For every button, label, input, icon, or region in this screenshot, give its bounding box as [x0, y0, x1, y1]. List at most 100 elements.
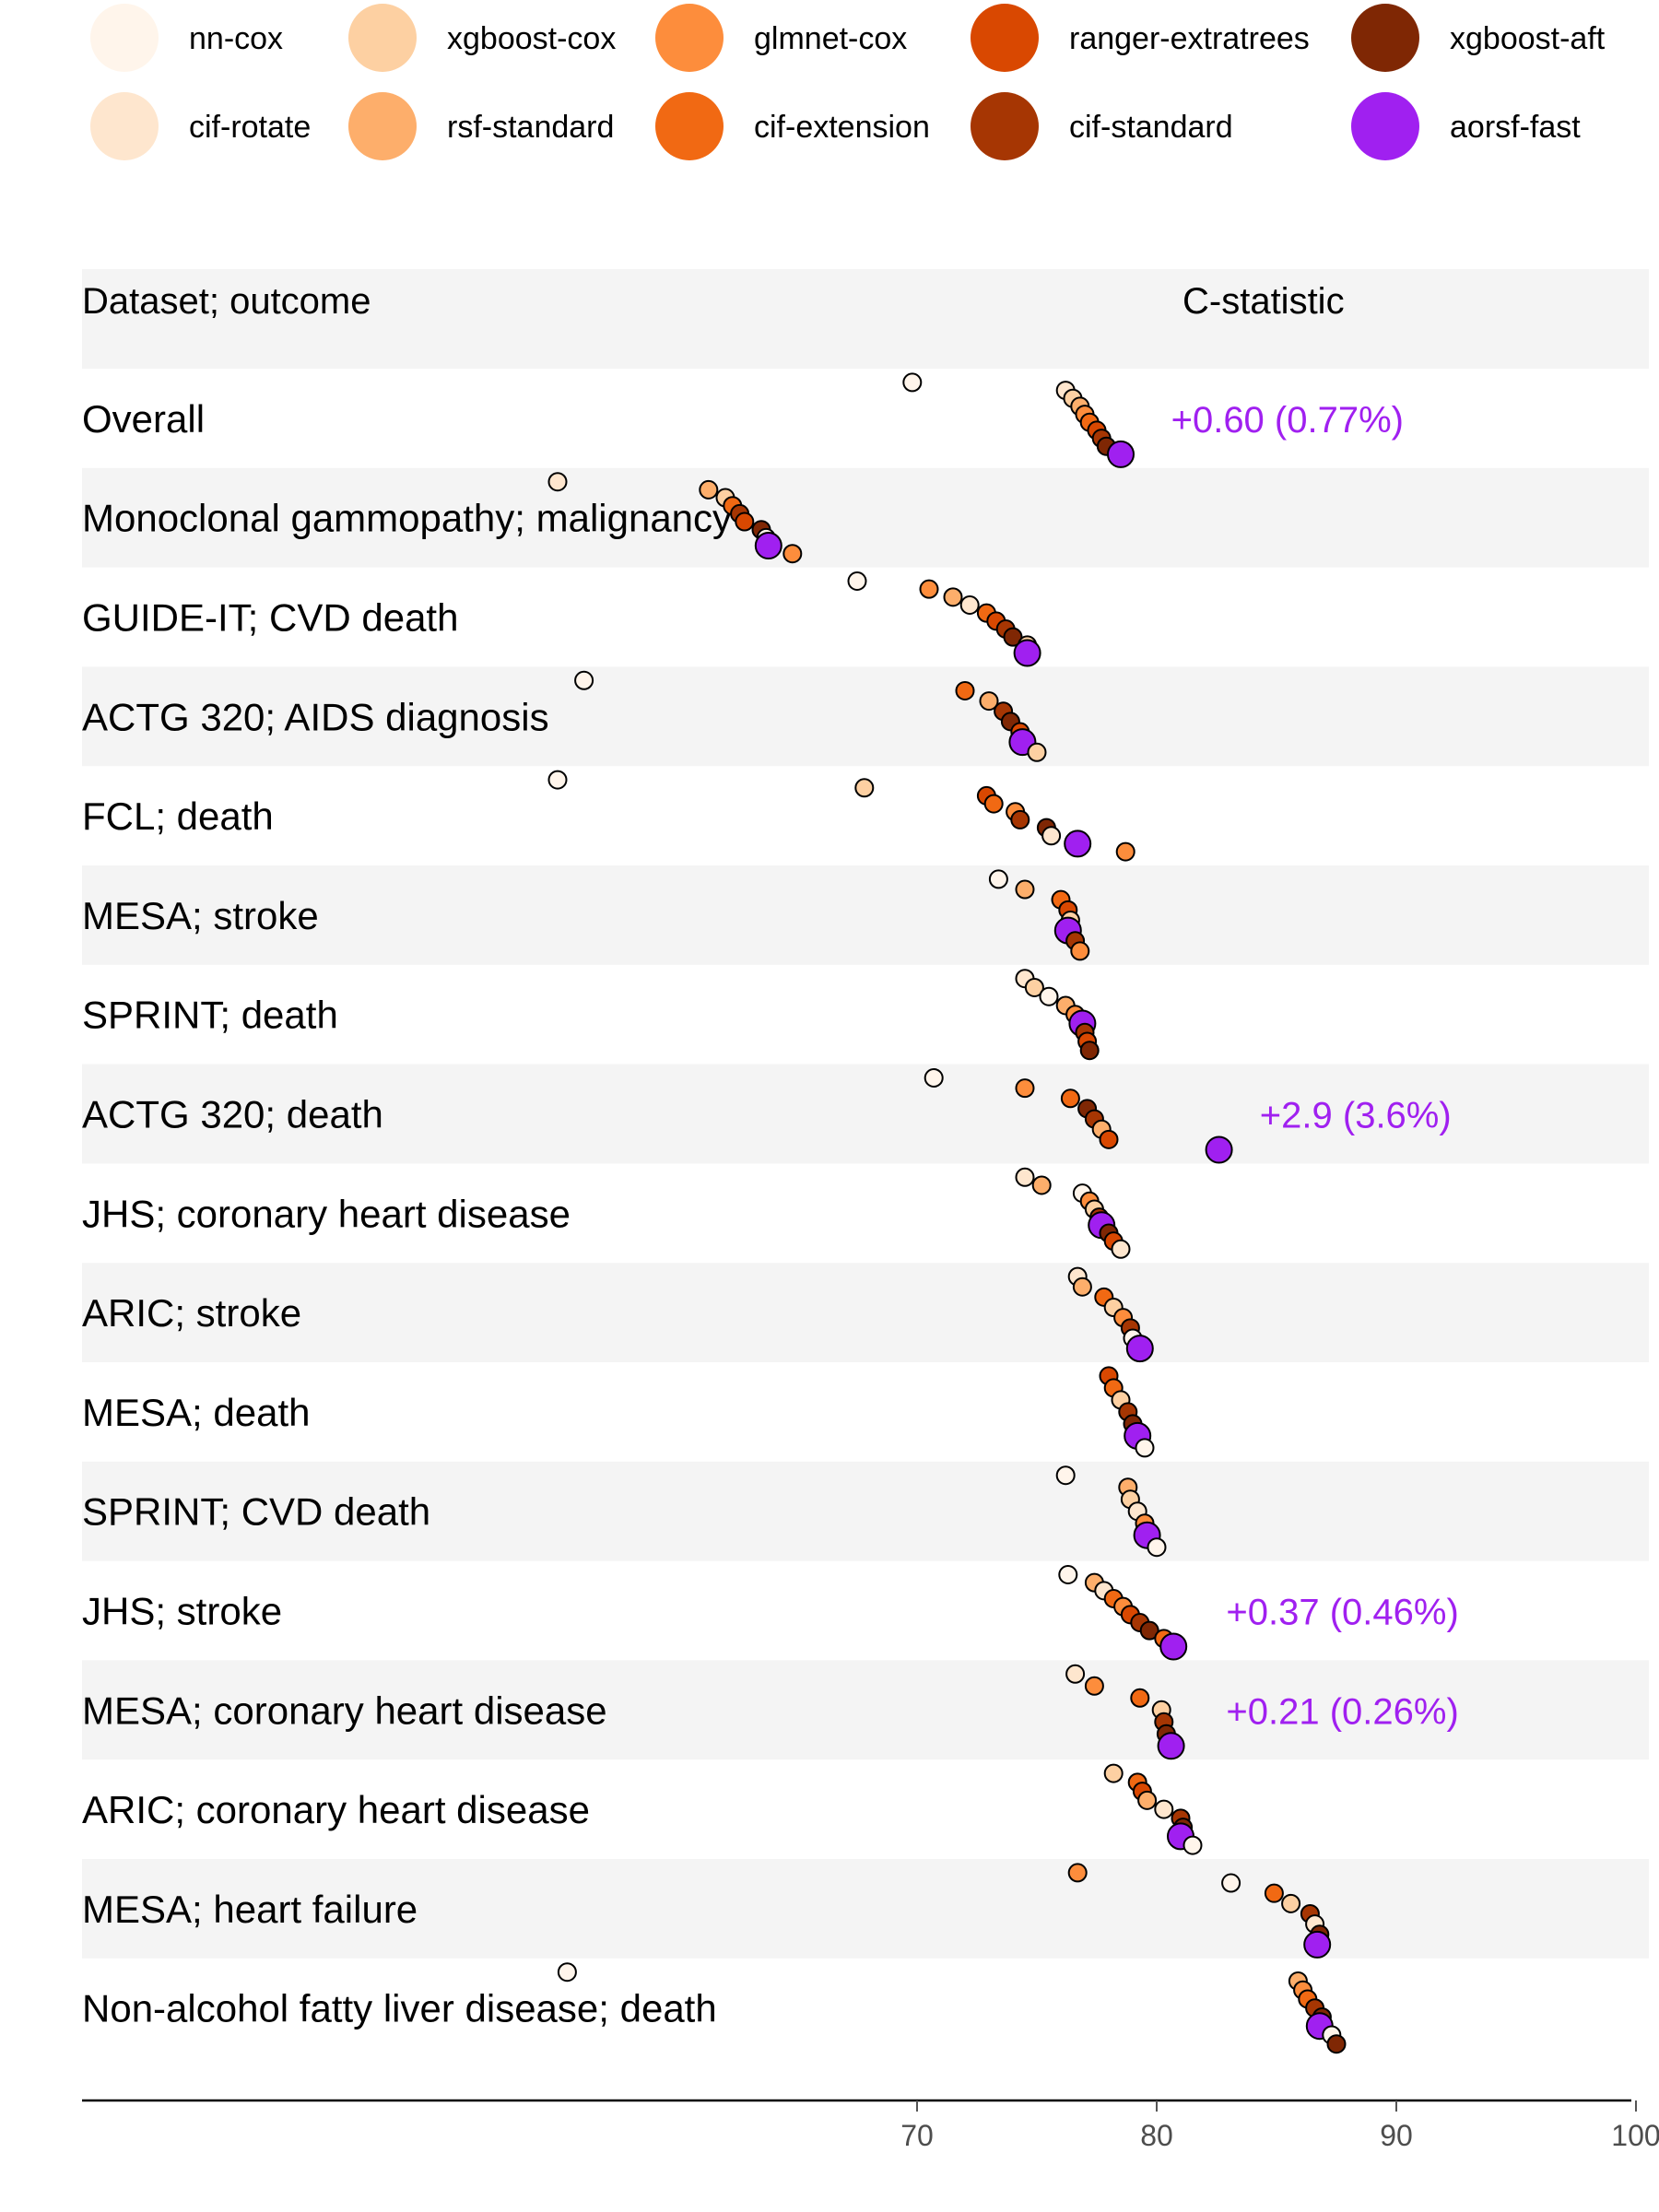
row-band [82, 1660, 1649, 1760]
row-label: MESA; coronary heart disease [82, 1688, 607, 1732]
data-points [547, 372, 1347, 2054]
row-annotations: +0.60 (0.77%) +2.9 (3.6%) +0.37 (0.46%) +0.… [1171, 400, 1459, 1732]
legend-key-rsf-standard [348, 92, 417, 160]
row-label: FCL; death [82, 794, 274, 838]
header-band [82, 269, 1649, 369]
point-aorsf-fast [1107, 440, 1135, 468]
point-cif-rotate [1015, 1167, 1035, 1187]
point-rsf-standard [1072, 1277, 1092, 1297]
legend-key-cif-extension [655, 92, 724, 160]
point-nn-cox [1058, 1565, 1078, 1584]
point-glmnet-cox [1015, 1078, 1035, 1099]
row-label: MESA; death [82, 1391, 310, 1434]
point-rsf-standard [1031, 1175, 1052, 1195]
row-label: Overall [82, 397, 205, 441]
legend-key-nn-cox [90, 4, 159, 72]
x-tick-label: 90 [1380, 2119, 1413, 2152]
point-aorsf-fast [1303, 1930, 1332, 1959]
legend-label-cif-standard: cif-standard [1069, 110, 1233, 145]
point-xgboost-aft [1326, 2034, 1347, 2054]
point-cif-extension [1060, 1088, 1080, 1109]
legend-label-cif-extension: cif-extension [754, 110, 930, 145]
legend-label-rsf-standard: rsf-standard [447, 110, 614, 145]
point-xgboost-cox [1027, 742, 1047, 762]
point-rsf-standard [1015, 879, 1035, 900]
point-cif-extension [955, 680, 975, 700]
point-nn-cox [1147, 1537, 1167, 1558]
row-bands [82, 269, 1649, 1959]
row-label: Monoclonal gammopathy; malignancy [82, 497, 732, 540]
legend-key-cif-standard [971, 92, 1039, 160]
point-rsf-standard [1137, 1790, 1158, 1810]
row-annotation: +2.9 (3.6%) [1260, 1096, 1452, 1136]
point-aorsf-fast [1064, 830, 1092, 858]
row-annotation: +0.21 (0.26%) [1226, 1691, 1458, 1732]
point-nn-cox [1182, 1835, 1203, 1855]
legend-label-aorsf-fast: aorsf-fast [1450, 110, 1581, 145]
legend: nn-cox cif-rotate xgboost-cox rsf-standard g… [90, 4, 1606, 160]
point-aorsf-fast [1157, 1732, 1185, 1760]
point-aorsf-fast [754, 532, 782, 560]
point-xgboost-cox [1103, 1763, 1124, 1783]
point-glmnet-cox [1084, 1676, 1104, 1696]
x-axis: 70 80 90 100 [82, 2099, 1659, 2152]
point-aorsf-fast [1205, 1135, 1233, 1164]
row-band [82, 666, 1649, 767]
row-label: JHS; stroke [82, 1590, 282, 1633]
point-glmnet-cox [782, 544, 803, 564]
point-nn-cox [1039, 986, 1059, 1006]
row-label: SPRINT; CVD death [82, 1490, 430, 1534]
row-band [82, 865, 1649, 965]
point-nn-cox [1135, 1438, 1155, 1458]
legend-label-glmnet-cox: glmnet-cox [754, 21, 907, 56]
point-xgboost-aft [1003, 627, 1023, 647]
point-cif-rotate [1154, 1799, 1174, 1819]
row-label: JHS; coronary heart disease [82, 1192, 571, 1235]
point-xgboost-cox [1281, 1893, 1301, 1913]
row-annotation: +0.60 (0.77%) [1171, 400, 1404, 441]
legend-label-nn-cox: nn-cox [189, 21, 283, 56]
point-glmnet-cox [1115, 841, 1135, 862]
point-rsf-standard [699, 479, 719, 500]
point-xgboost-cox [854, 778, 875, 798]
legend-key-glmnet-cox [655, 4, 724, 72]
row-label: MESA; stroke [82, 894, 319, 937]
point-aorsf-fast [1159, 1632, 1188, 1661]
point-ranger-extratrees [1099, 1129, 1119, 1149]
point-ranger-extratrees [735, 512, 755, 532]
row-label: SPRINT; death [82, 994, 338, 1037]
point-cif-rotate [1065, 1664, 1086, 1684]
point-nn-cox [988, 869, 1008, 889]
legend-key-ranger-extratrees [971, 4, 1039, 72]
point-cif-rotate [547, 472, 568, 492]
legend-key-xgboost-aft [1351, 4, 1419, 72]
row-band [82, 1859, 1649, 1959]
row-label: Non-alcohol fatty liver disease; death [82, 1987, 717, 2030]
legend-label-xgboost-cox: xgboost-cox [447, 21, 616, 56]
point-xgboost-aft [1079, 1041, 1100, 1061]
point-nn-cox [574, 670, 594, 690]
row-label: ARIC; coronary heart disease [82, 1788, 590, 1831]
legend-label-xgboost-aft: xgboost-aft [1450, 21, 1606, 56]
row-label: MESA; heart failure [82, 1888, 418, 1931]
row-band [82, 1263, 1649, 1362]
legend-key-cif-rotate [90, 92, 159, 160]
point-cif-extension [983, 794, 1004, 814]
row-annotation: +0.37 (0.46%) [1226, 1593, 1458, 1633]
point-nn-cox [847, 571, 867, 591]
point-nn-cox [557, 1962, 577, 1983]
legend-key-aorsf-fast [1351, 92, 1419, 160]
x-tick-label: 80 [1140, 2119, 1173, 2152]
row-label: ACTG 320; AIDS diagnosis [82, 695, 549, 738]
point-rsf-standard [943, 587, 963, 607]
header-stat-label: C-statistic [1182, 281, 1345, 322]
point-glmnet-cox [919, 579, 939, 599]
point-cif-extension [1130, 1688, 1150, 1708]
point-cif-rotate [1111, 1239, 1131, 1259]
row-labels: Overall Monoclonal gammopathy; malignancy… [82, 397, 732, 2030]
row-label: ACTG 320; death [82, 1093, 383, 1136]
point-nn-cox [924, 1068, 944, 1088]
legend-key-xgboost-cox [348, 4, 417, 72]
point-glmnet-cox [1070, 941, 1090, 961]
